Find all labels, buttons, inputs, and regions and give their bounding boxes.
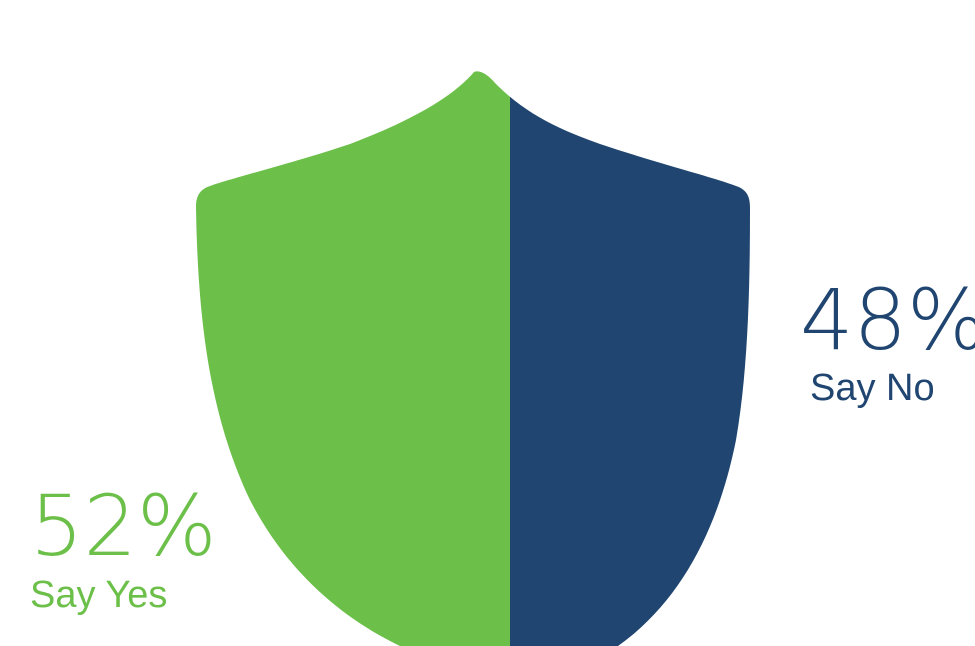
value-label-yes: 52% (30, 477, 217, 575)
shield-segment-yes (196, 71, 510, 646)
shield-segment-no (510, 71, 750, 646)
category-label-no: Say No (810, 367, 935, 409)
value-label-no: 48% (800, 271, 975, 369)
category-label-yes: Say Yes (30, 574, 167, 616)
label-group: 52%Say Yes 48%Say No (30, 271, 975, 616)
shield-shape (196, 71, 750, 646)
